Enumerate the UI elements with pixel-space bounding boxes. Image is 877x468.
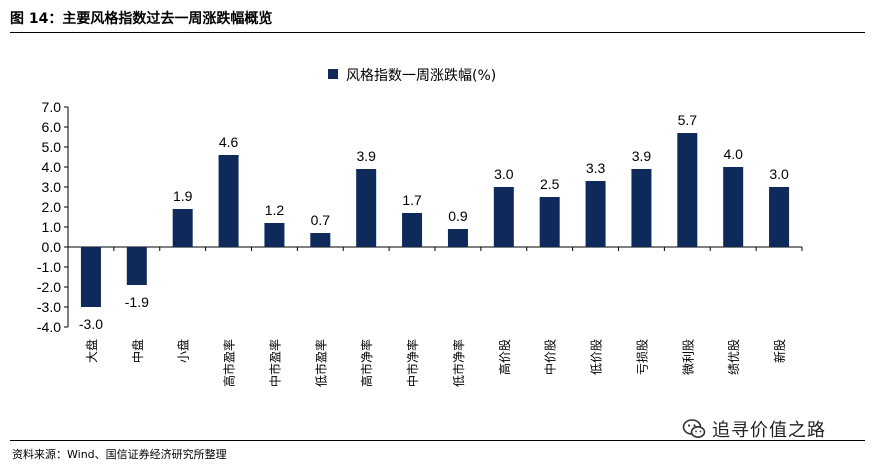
data-label: 3.9: [356, 148, 376, 164]
y-tick-label: -3.0: [37, 299, 61, 315]
x-category-label: 高市盈率: [222, 339, 237, 387]
legend-swatch: [328, 69, 338, 79]
y-tick-label: 4.0: [42, 159, 62, 175]
x-category-label: 中市净率: [405, 339, 420, 387]
x-category-label: 小盘: [176, 339, 191, 363]
x-category-label: 低市盈率: [313, 339, 328, 387]
x-axis-categories: 大盘 中盘 小盘 高市盈率 中市盈率 低市盈率 高市净率 中市净率 低市净率 高价股 中价股 低价股 亏…: [84, 339, 787, 387]
x-category-label: 低市净率: [451, 339, 466, 387]
wechat-watermark: 追寻价值之路: [682, 416, 826, 442]
bar: [769, 187, 790, 247]
bar: [677, 133, 698, 247]
svg-text:中盘: 中盘: [130, 339, 145, 363]
bar-series: [80, 133, 790, 307]
source-note: 资料来源：Wind、国信证券经济研究所整理: [12, 448, 227, 461]
legend-label: 风格指数一周涨跌幅(%): [346, 68, 496, 84]
y-tick-label: 5.0: [42, 139, 62, 155]
bar: [447, 229, 468, 247]
bar: [264, 223, 285, 247]
bar: [585, 181, 606, 247]
bar: [539, 197, 560, 247]
x-category-label: 高价股: [497, 339, 512, 375]
bar: [356, 169, 377, 247]
x-category-label: 微利股: [681, 339, 695, 375]
bar: [126, 247, 147, 285]
bar-chart: 风格指数一周涨跌幅(%) -4.0 -3.0 -2.0 -1.0 0.0 1.0 2.0 3.…: [37, 68, 803, 387]
watermark-text: 追寻价值之路: [712, 420, 826, 441]
svg-text:绩优股: 绩优股: [727, 339, 741, 375]
data-label: 3.0: [494, 166, 514, 182]
x-category-label: 大盘: [84, 339, 99, 363]
x-category-label: 高市净率: [359, 339, 374, 387]
data-label: 1.2: [265, 202, 285, 218]
data-label: 0.9: [448, 208, 468, 224]
svg-text:中市净率: 中市净率: [405, 339, 420, 387]
bar: [310, 233, 331, 247]
x-category-label: 中市盈率: [267, 339, 282, 387]
y-axis-ticks: -4.0 -3.0 -2.0 -1.0 0.0 1.0 2.0 3.0 4.0 5.0 6.0 7.0: [37, 99, 68, 335]
x-category-label: 新股: [772, 339, 787, 363]
svg-text:中市盈率: 中市盈率: [267, 339, 282, 387]
y-tick-label: -1.0: [37, 259, 61, 275]
svg-text:低价股: 低价股: [590, 339, 604, 375]
y-tick-label: 7.0: [42, 99, 62, 115]
y-tick-label: -2.0: [37, 279, 61, 295]
chart-legend: 风格指数一周涨跌幅(%): [328, 68, 496, 84]
x-category-label: 低价股: [590, 339, 604, 375]
svg-text:小盘: 小盘: [176, 339, 191, 363]
data-labels: -3.0 -1.9 1.9 4.6 1.2 0.7 3.9 1.7 0.9 3.0 2.5 3.3 3.…: [79, 112, 789, 332]
svg-text:高市盈率: 高市盈率: [222, 339, 237, 387]
data-label: -3.0: [79, 316, 103, 332]
x-category-label: 绩优股: [727, 339, 741, 375]
x-category-label: 亏损股: [635, 339, 649, 375]
data-label: 0.7: [311, 212, 331, 228]
data-label: 4.6: [219, 134, 239, 150]
svg-text:亏损股: 亏损股: [635, 339, 649, 375]
data-label: 5.7: [678, 112, 698, 128]
svg-text:中价股: 中价股: [543, 339, 558, 375]
data-label: 3.3: [586, 160, 606, 176]
svg-text:新股: 新股: [772, 339, 787, 363]
y-tick-label: 0.0: [42, 239, 62, 255]
bar: [402, 213, 423, 247]
svg-text:高价股: 高价股: [497, 339, 512, 375]
svg-text:高市净率: 高市净率: [359, 339, 374, 387]
bar: [218, 155, 239, 247]
bar: [80, 247, 101, 307]
y-tick-label: 1.0: [42, 219, 62, 235]
y-tick-label: 3.0: [42, 179, 62, 195]
bar: [723, 167, 744, 247]
data-label: 1.7: [402, 192, 422, 208]
svg-text:低市盈率: 低市盈率: [313, 339, 328, 387]
figure-title: 图 14：主要风格指数过去一周涨跌幅概览: [10, 11, 273, 27]
svg-text:低市净率: 低市净率: [451, 339, 466, 387]
data-label: 4.0: [723, 146, 743, 162]
svg-text:微利股: 微利股: [681, 339, 695, 375]
data-label: 3.0: [769, 166, 789, 182]
data-label: -1.9: [125, 294, 149, 310]
bar: [631, 169, 652, 247]
x-category-label: 中盘: [130, 339, 145, 363]
data-label: 3.9: [632, 148, 652, 164]
data-label: 2.5: [540, 176, 560, 192]
wechat-icon: [682, 419, 706, 438]
footer-divider: [10, 440, 865, 441]
y-tick-label: 2.0: [42, 199, 62, 215]
svg-text:大盘: 大盘: [84, 339, 99, 363]
bar: [493, 187, 514, 247]
x-category-label: 中价股: [543, 339, 558, 375]
data-label: 1.9: [173, 188, 193, 204]
y-tick-label: -4.0: [37, 319, 61, 335]
bar: [172, 209, 193, 247]
title-divider: [10, 32, 865, 33]
y-tick-label: 6.0: [42, 119, 62, 135]
